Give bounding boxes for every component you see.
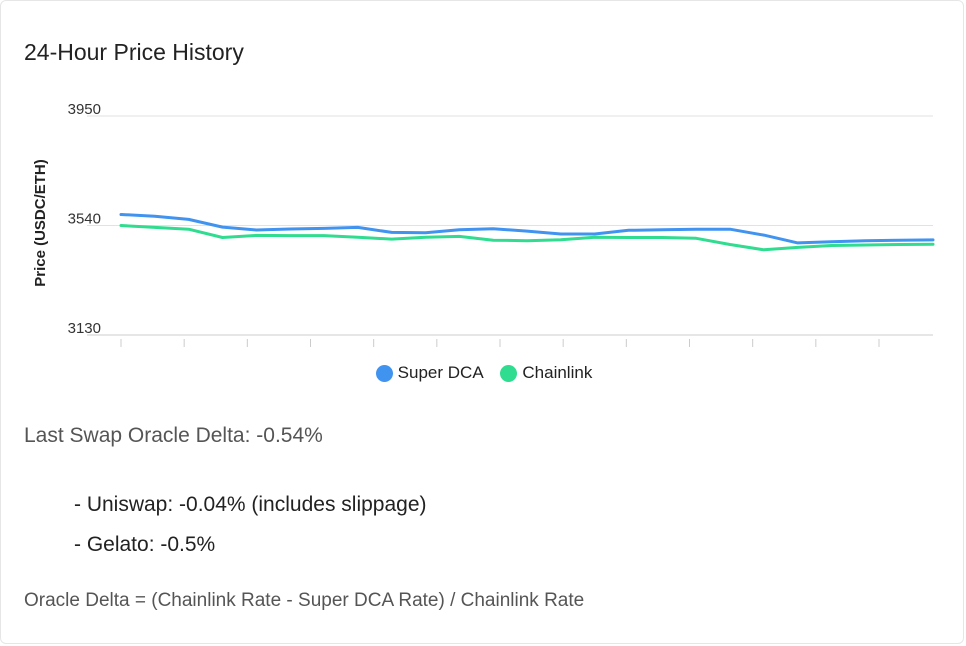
breakdown-item-gelato: - Gelato: -0.5% [74,533,216,556]
y-tick-label: 3130 [68,320,101,337]
oracle-delta-summary: Last Swap Oracle Delta: -0.54% [24,424,323,447]
oracle-delta-formula: Oracle Delta = (Chainlink Rate - Super D… [24,590,585,611]
series-lines [119,213,935,252]
legend-item-chainlink[interactable]: Chainlink [500,363,592,383]
x-axis-ticks [120,339,880,347]
chart-legend: Super DCA Chainlink [1,363,966,387]
y-tick-label: 3540 [68,211,101,228]
delta-breakdown-list: - Uniswap: -0.04% (includes slippage) - … [74,485,427,565]
legend-item-super-dca[interactable]: Super DCA [375,363,484,383]
breakdown-item-uniswap: - Uniswap: -0.04% (includes slippage) [74,493,427,516]
legend-marker-icon [500,364,518,382]
grid-lines [87,115,933,336]
card-title: 24-Hour Price History [24,39,244,65]
y-axis-label: Price (USDC/ETH) [32,159,49,287]
series-line-super-dca [119,213,935,245]
series-line-chainlink [119,224,935,252]
y-tick-label: 3950 [68,101,101,118]
price-line-chart: 3130 3540 3950 Price (USDC/ETH) [32,101,935,347]
legend-label: Chainlink [522,363,593,382]
y-axis-ticks: 3130 3540 3950 [68,101,101,337]
legend-marker-icon [375,364,393,382]
legend-label: Super DCA [397,363,484,382]
